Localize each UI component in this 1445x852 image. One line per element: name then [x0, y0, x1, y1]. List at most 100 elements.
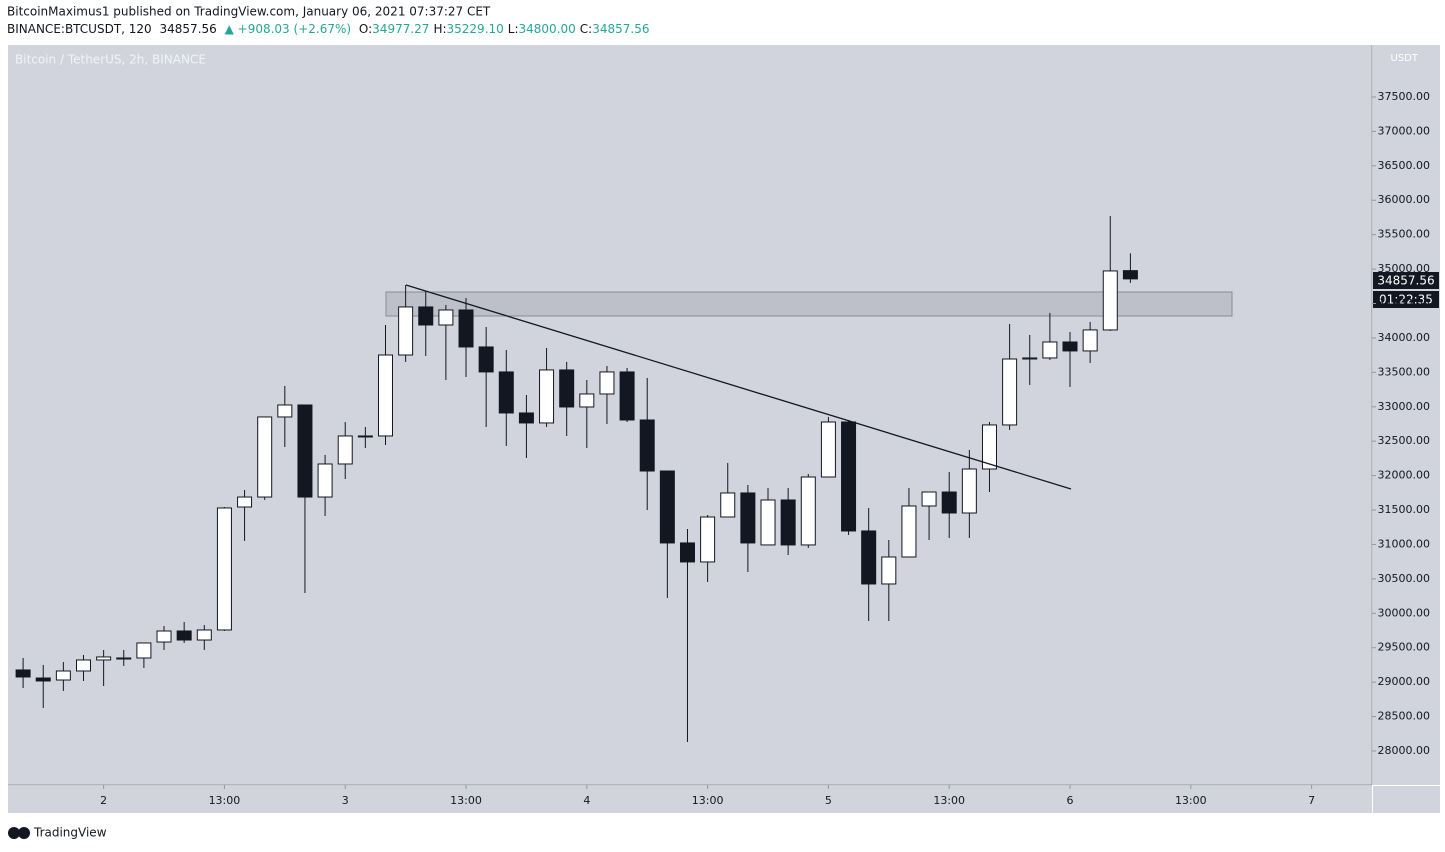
candle-body	[438, 309, 454, 326]
x-tick-label: 13:00	[209, 794, 241, 807]
candle-body	[861, 530, 877, 585]
y-tick-label: 35500.00	[1378, 228, 1431, 241]
y-tick-label: 34000.00	[1378, 331, 1431, 344]
candle-body	[760, 499, 776, 546]
x-tick-label: 4	[583, 794, 590, 807]
quote-label: L:	[508, 22, 519, 36]
x-tick-label: 13:00	[1175, 794, 1207, 807]
candle-body	[1002, 358, 1018, 426]
author-line: BitcoinMaximus1 published on TradingView…	[7, 5, 491, 19]
quote-label: C:	[580, 22, 592, 36]
candle-body	[901, 505, 917, 558]
candle-body	[639, 419, 655, 472]
candle-body	[15, 669, 31, 678]
y-tick-label: 35000.00	[1378, 262, 1431, 275]
candle-body	[418, 306, 434, 326]
y-tick-label: 33500.00	[1378, 365, 1431, 378]
candles	[15, 215, 1138, 742]
candle-body	[820, 421, 836, 478]
candle-body	[720, 492, 736, 518]
quote-value: 34977.27	[372, 22, 429, 36]
candle-body	[841, 421, 857, 532]
candle-body	[96, 656, 112, 661]
y-tick-label: 37000.00	[1378, 124, 1431, 137]
candle-body	[55, 670, 71, 681]
y-tick-label: 33000.00	[1378, 400, 1431, 413]
quote-value: 34857.56	[592, 22, 649, 36]
x-tick-label: 5	[825, 794, 832, 807]
candle-body	[1022, 357, 1038, 360]
price-tag: 34857.56	[1377, 274, 1434, 288]
candle-body	[116, 657, 132, 660]
candle-body	[921, 491, 937, 507]
y-tick-label: 36500.00	[1378, 159, 1431, 172]
candle-body	[337, 435, 353, 465]
y-tick-label: 31000.00	[1378, 537, 1431, 550]
y-tick-label: 31500.00	[1378, 503, 1431, 516]
quote-value: 34800.00	[519, 22, 576, 36]
y-tick-label: 37500.00	[1378, 90, 1431, 103]
candle-body	[176, 630, 192, 641]
quote-label: O:	[359, 22, 372, 36]
y-tick-label: 30500.00	[1378, 572, 1431, 585]
y-tick-label: 28500.00	[1378, 710, 1431, 723]
x-tick-label: 6	[1067, 794, 1074, 807]
candle-body	[740, 492, 756, 544]
candle-body	[297, 404, 313, 498]
x-tick-label: 13:00	[692, 794, 724, 807]
y-tick-label: 34500.00	[1378, 297, 1431, 310]
candle-body	[981, 424, 997, 470]
candle-body	[1122, 270, 1138, 280]
candle-body	[196, 629, 212, 641]
y-tick-label: 28000.00	[1378, 744, 1431, 757]
candle-body	[156, 630, 172, 643]
candle-body	[679, 542, 695, 563]
candle-body	[398, 306, 414, 356]
resistance-zone	[385, 291, 1233, 317]
candle-body	[216, 507, 232, 631]
candle-body	[599, 371, 615, 395]
x-tick-label: 2	[100, 794, 107, 807]
ohlc: O:34977.27 H:35229.10 L:34800.00 C:34857.56	[359, 22, 650, 36]
candle-body	[35, 677, 51, 682]
y-tick-label: 32500.00	[1378, 434, 1431, 447]
symbol: BINANCE:BTCUSDT, 120	[7, 22, 152, 36]
x-tick-label: 13:00	[450, 794, 482, 807]
candle-body	[700, 516, 716, 563]
y-tick-label: 32000.00	[1378, 469, 1431, 482]
candle-body	[659, 470, 675, 544]
candle-body	[518, 412, 534, 424]
candle-body	[559, 369, 575, 408]
chart-title: Bitcoin / TetherUS, 2h, BINANCE	[15, 53, 206, 67]
candle-body	[498, 371, 514, 414]
candle-body	[1042, 341, 1058, 359]
brand: TradingView	[33, 826, 107, 840]
candle-body	[458, 309, 474, 348]
plot-area	[8, 45, 1372, 785]
candle-body	[941, 491, 957, 514]
y-tick-label: 36000.00	[1378, 193, 1431, 206]
x-tick-label: 3	[342, 794, 349, 807]
candle-body	[961, 468, 977, 514]
candle-body	[257, 416, 273, 498]
y-tick-label: 29000.00	[1378, 675, 1431, 688]
x-tick-label: 13:00	[933, 794, 965, 807]
candle-body	[881, 556, 897, 585]
candle-body	[539, 369, 555, 424]
candle-body	[780, 499, 796, 546]
y-tick-label: 30000.00	[1378, 606, 1431, 619]
price-axis	[1373, 45, 1440, 785]
time-axis	[8, 786, 1372, 813]
candle-body	[377, 354, 393, 437]
last-price: 34857.56	[160, 22, 217, 36]
price-tag-box	[1373, 272, 1439, 289]
candle-body	[1082, 329, 1098, 352]
candle-body	[1102, 270, 1118, 331]
quote-value: 35229.10	[447, 22, 504, 36]
candle-body	[237, 496, 253, 508]
change: ▲ +908.03 (+2.67%)	[225, 22, 351, 36]
axis-corner	[1373, 786, 1440, 813]
x-tick-label: 7	[1308, 794, 1315, 807]
candle-body	[1062, 341, 1078, 352]
